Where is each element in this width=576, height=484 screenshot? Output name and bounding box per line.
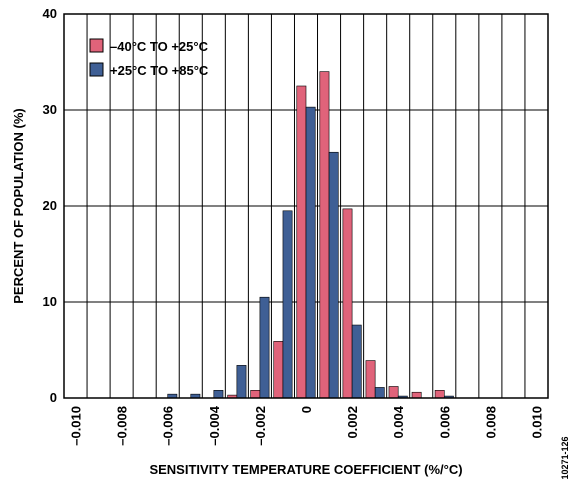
bars [167, 71, 454, 399]
legend-swatch-series-1 [89, 38, 104, 53]
x-tick-label: –0.010 [69, 406, 84, 446]
bar-series-1 [250, 390, 261, 399]
y-tick-label: 0 [50, 390, 57, 405]
x-tick-label: –0.002 [253, 406, 268, 446]
bar-series-2 [305, 106, 316, 399]
bar-series-2 [351, 324, 362, 399]
bar-series-1 [434, 390, 445, 399]
x-tick-label: –0.008 [115, 406, 130, 446]
y-tick-label: 40 [43, 6, 57, 21]
x-tick-label: 0.006 [437, 406, 452, 439]
x-tick-label: 0.010 [529, 406, 544, 439]
bar-series-2 [213, 390, 224, 399]
y-tick-label: 20 [43, 198, 57, 213]
x-tick-label: 0.008 [483, 406, 498, 439]
legend-label-series-1: –40°C TO +25°C [110, 39, 209, 54]
bar-series-1 [388, 386, 399, 399]
y-axis-label: PERCENT OF POPULATION (%) [11, 108, 26, 303]
x-axis-label: SENSITIVITY TEMPERATURE COEFFICIENT (%/°… [149, 462, 462, 477]
x-tick-labels: –0.010 –0.008 –0.006 –0.004 –0.002 0 0.002 0.00… [69, 405, 545, 446]
figure-id-note: 10271-126 [560, 436, 570, 479]
x-tick-label: 0.002 [345, 406, 360, 439]
legend: –40°C TO +25°C +25°C TO +85°C [89, 38, 209, 78]
x-tick-label: –0.004 [207, 405, 222, 446]
bar-series-2 [282, 210, 293, 399]
y-tick-label: 30 [43, 102, 57, 117]
bar-series-2 [236, 365, 247, 399]
legend-swatch-series-2 [89, 62, 104, 77]
bar-series-1 [411, 391, 422, 399]
bar-series-1 [273, 341, 284, 399]
bar-series-2 [374, 387, 385, 399]
bar-series-1 [319, 71, 330, 399]
gridlines [64, 14, 548, 398]
bar-series-1 [342, 208, 353, 399]
bar-series-1 [365, 360, 376, 399]
y-tick-label: 10 [43, 294, 57, 309]
plot-frame [63, 13, 549, 399]
x-tick-label: –0.006 [161, 406, 176, 446]
y-tick-labels: 0 10 20 30 40 [43, 6, 57, 405]
x-tick-label: 0.004 [391, 405, 406, 438]
x-tick-label: 0 [299, 406, 314, 413]
bar-series-2 [328, 151, 339, 399]
bar-series-1 [296, 85, 307, 399]
legend-label-series-2: +25°C TO +85°C [110, 63, 209, 78]
bar-series-2 [259, 296, 270, 399]
